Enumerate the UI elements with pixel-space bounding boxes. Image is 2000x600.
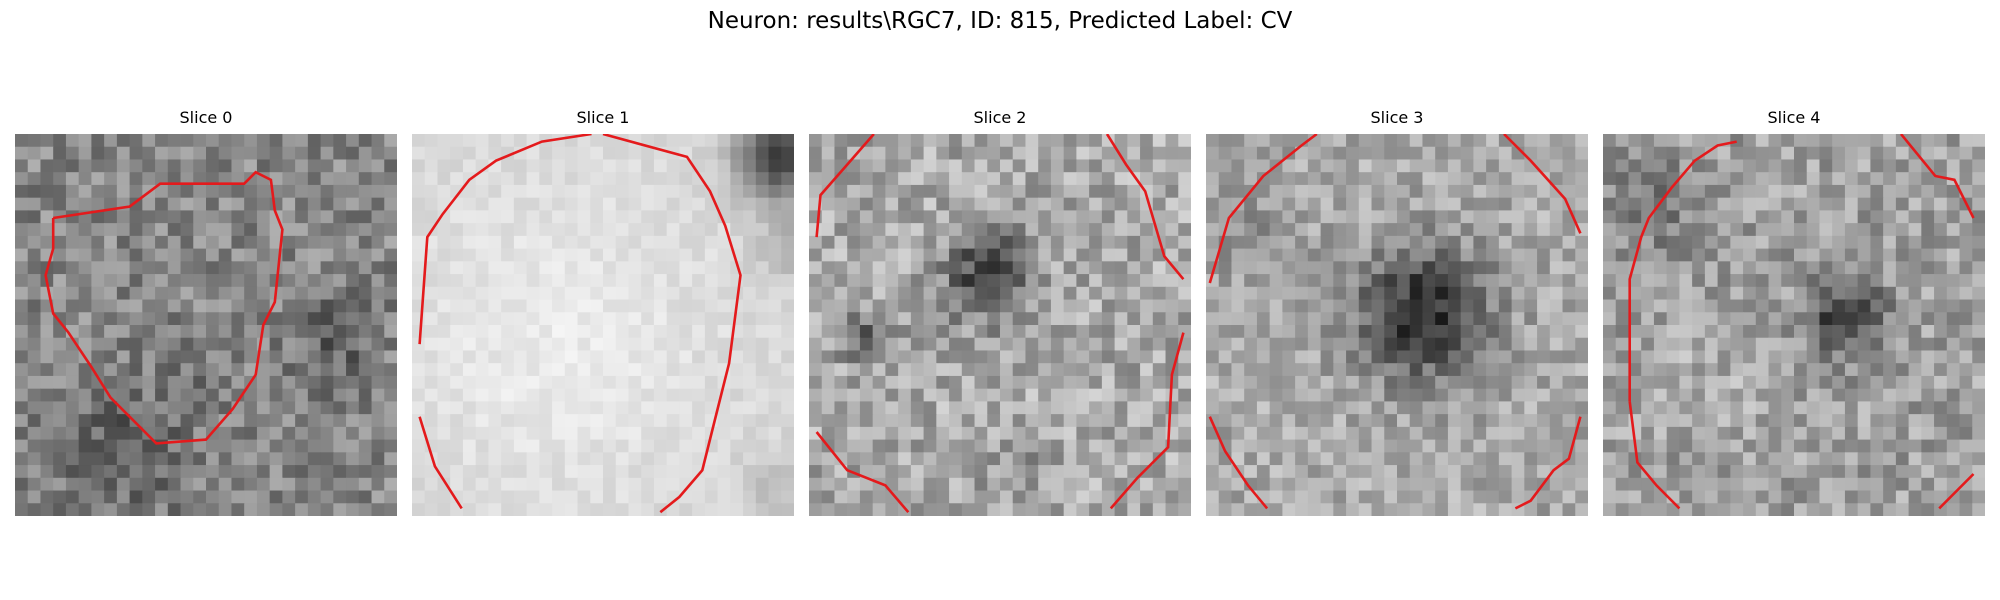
- slice-image-0: [15, 134, 397, 516]
- slice-image-1: [412, 134, 794, 516]
- pixel-grid: [1206, 134, 1588, 516]
- contour-line-2: [418, 416, 463, 510]
- contour-line-0: [1628, 140, 1737, 402]
- slice-title: Slice 2: [973, 108, 1027, 127]
- pixel-grid: [412, 134, 794, 516]
- pixel-grid: [15, 134, 397, 516]
- contour-line-2: [1514, 416, 1582, 510]
- figure-title: Neuron: results\RGC7, ID: 815, Predicted…: [707, 8, 1293, 34]
- contour-line-0: [1208, 134, 1318, 284]
- contour-line-1: [1899, 134, 1975, 219]
- slice-title: Slice 3: [1370, 108, 1424, 127]
- contour-line-1: [1503, 134, 1582, 234]
- contour-line-3: [1938, 473, 1975, 510]
- slice-panel-2: Slice 2: [809, 108, 1191, 518]
- contour-line-2: [1109, 332, 1185, 510]
- contour-line-3: [1208, 416, 1269, 510]
- pixel-grid: [1603, 134, 1985, 516]
- slice-panel-0: Slice 0: [15, 108, 397, 518]
- slice-panel-4: Slice 4: [1603, 108, 1985, 518]
- slice-panel-3: Slice 3: [1206, 108, 1588, 518]
- slice-title: Slice 0: [179, 108, 233, 127]
- slice-image-4: [1603, 134, 1985, 516]
- contour-line-0: [418, 134, 592, 345]
- pixel-grid: [809, 134, 1191, 516]
- contour-line-1: [1105, 134, 1185, 281]
- contour-line-2: [1628, 401, 1681, 510]
- slice-image-3: [1206, 134, 1588, 516]
- contour-line-0: [815, 134, 875, 238]
- slice-image-2: [809, 134, 1191, 516]
- contour-line-0: [44, 170, 284, 445]
- slice-title: Slice 4: [1767, 108, 1821, 127]
- contour-line-3: [815, 431, 910, 514]
- contour-line-1: [602, 134, 742, 514]
- slice-title: Slice 1: [576, 108, 630, 127]
- slice-panel-1: Slice 1: [412, 108, 794, 518]
